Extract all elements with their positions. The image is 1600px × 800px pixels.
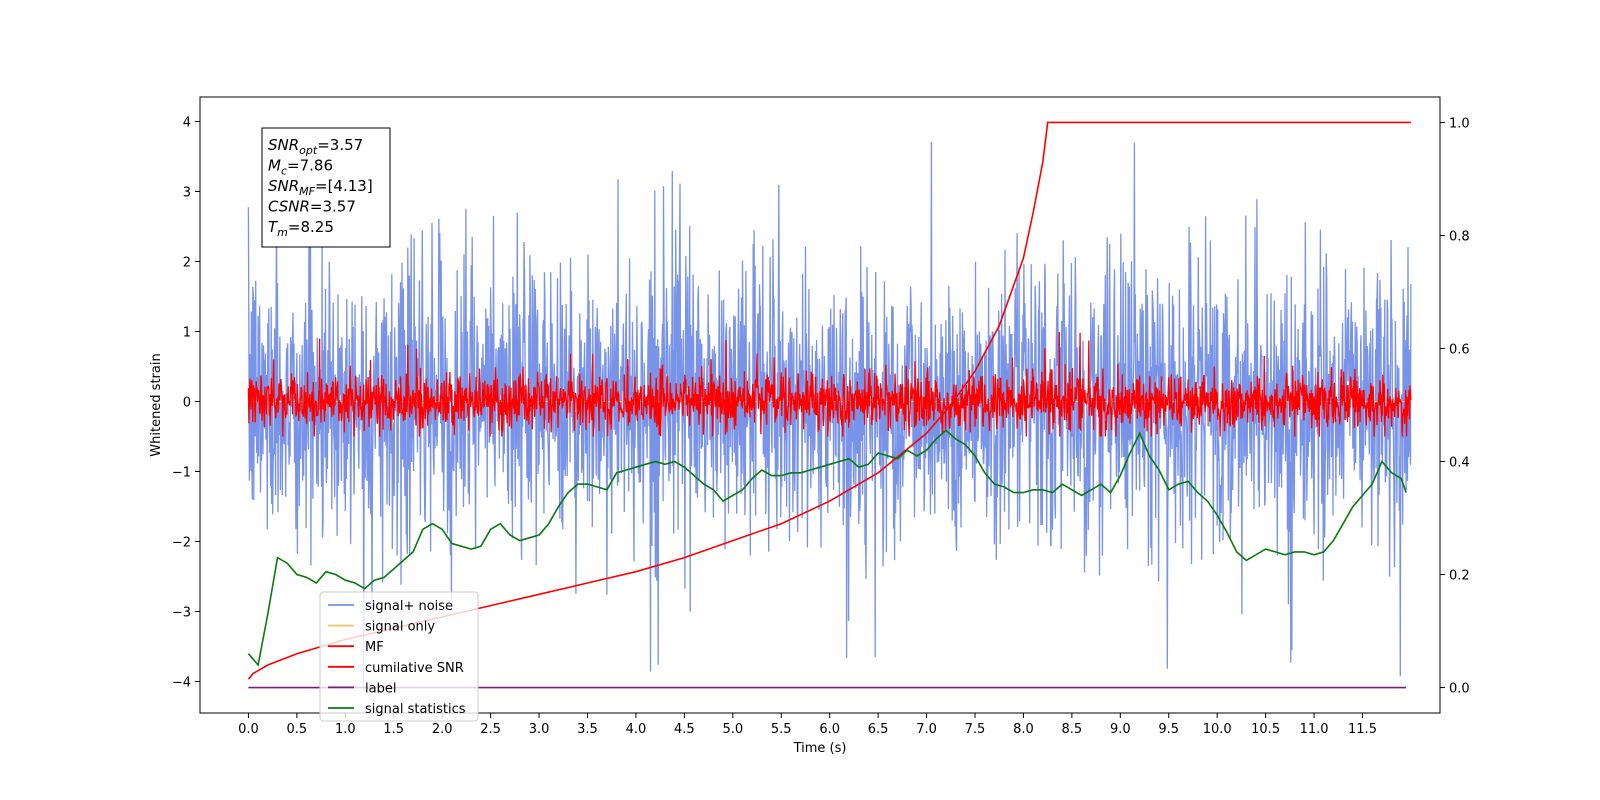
x-tick-label: 3.0 — [529, 722, 550, 737]
y2-tick-label: 0.2 — [1449, 569, 1470, 584]
x-tick-label: 9.5 — [1158, 722, 1179, 737]
legend-entry-label: MF — [365, 640, 384, 655]
annotation-frame — [261, 127, 391, 248]
legend-entry-label: signal+ noise — [365, 599, 453, 614]
x-tick-label: 5.0 — [722, 722, 743, 737]
x-tick-label: 6.0 — [819, 722, 840, 737]
annotation-line: SNRMF=[4.13] — [268, 177, 373, 198]
x-tick-label: 1.0 — [335, 722, 356, 737]
y2-tick-label: 0.0 — [1449, 682, 1470, 697]
y-tick-label: 3 — [183, 186, 191, 201]
legend-entry-label: signal only — [365, 620, 435, 635]
y-tick-label: 0 — [183, 396, 191, 411]
x-tick-label: 10.0 — [1203, 722, 1232, 737]
x-tick-label: 4.0 — [626, 722, 647, 737]
x-tick-label: 8.0 — [1013, 722, 1034, 737]
y-tick-label: −3 — [172, 606, 191, 621]
x-tick-label: 0.0 — [238, 722, 259, 737]
annotation-line: Tm=8.25 — [268, 218, 334, 239]
y2-tick-label: 0.8 — [1449, 229, 1470, 244]
legend-entry-label: signal statistics — [365, 702, 466, 717]
annotation-line: CSNR=3.57 — [268, 198, 356, 216]
legend-entry-label: cumilative SNR — [365, 661, 464, 676]
x-tick-label: 3.5 — [577, 722, 598, 737]
y-tick-label: 1 — [183, 326, 191, 341]
x-tick-label: 0.5 — [287, 722, 308, 737]
x-tick-label: 7.5 — [965, 722, 986, 737]
y2-axis-ticks: 0.0 0.2 0.4 0.6 0.8 1.0 — [1440, 116, 1470, 697]
y-tick-label: 2 — [183, 256, 191, 271]
x-tick-label: 11.5 — [1348, 722, 1377, 737]
y2-tick-label: 0.4 — [1449, 456, 1470, 471]
annotation-line: SNRopt=3.57 — [268, 136, 363, 157]
y-tick-label: 4 — [183, 116, 191, 131]
y-tick-label: −4 — [172, 676, 191, 691]
x-tick-label: 5.5 — [771, 722, 792, 737]
y-axis-ticks: −4 −3 −2 −1 0 1 2 3 4 — [172, 116, 200, 691]
x-tick-label: 1.5 — [383, 722, 404, 737]
legend-frame — [319, 591, 479, 722]
x-tick-label: 2.0 — [432, 722, 453, 737]
x-tick-label: 9.0 — [1110, 722, 1131, 737]
legend-entry-label: label — [365, 681, 396, 696]
legend: signal+ noise signal only MF cumilative SNR… — [319, 591, 479, 722]
y2-tick-label: 1.0 — [1449, 116, 1470, 131]
x-tick-label: 6.5 — [868, 722, 889, 737]
series-mf — [247, 331, 1412, 437]
y-axis-label: Whitened strain — [149, 353, 164, 456]
plot-frame — [199, 96, 1441, 714]
x-tick-label: 10.5 — [1251, 722, 1280, 737]
y-tick-label: −2 — [172, 536, 191, 551]
annotation-line: Mc=7.86 — [268, 157, 333, 178]
x-tick-label: 8.5 — [1062, 722, 1083, 737]
x-axis-label: Time (s) — [793, 741, 847, 756]
y-tick-label: −1 — [172, 466, 191, 481]
y2-tick-label: 0.6 — [1449, 342, 1470, 357]
x-tick-label: 4.5 — [674, 722, 695, 737]
x-tick-label: 2.5 — [480, 722, 501, 737]
x-tick-label: 11.0 — [1300, 722, 1329, 737]
x-axis-ticks: 0.0 0.5 1.0 1.5 2.0 2.5 3.0 3.5 4.0 4.5 5.0 5.5 6.0 6… — [238, 713, 1377, 737]
x-tick-label: 7.0 — [916, 722, 937, 737]
series-signal-statistics — [247, 429, 1407, 667]
